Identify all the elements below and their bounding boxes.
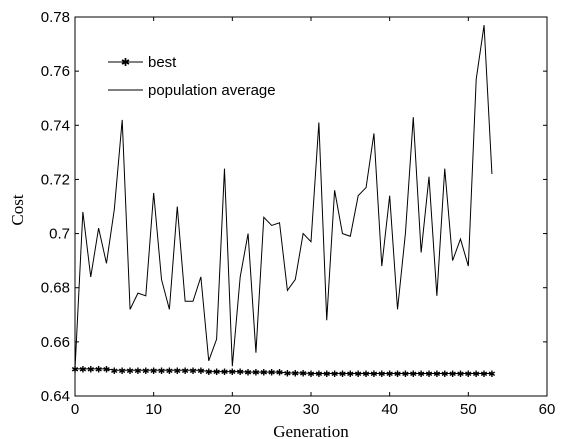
series-point-best: ✱ xyxy=(347,370,355,380)
series-point-best: ✱ xyxy=(409,370,417,380)
series-point-best: ✱ xyxy=(307,370,315,380)
series-point-best: ✱ xyxy=(189,367,197,377)
legend-label-best: best xyxy=(148,54,177,71)
series-point-best: ✱ xyxy=(315,370,323,380)
y-axis-title: Cost xyxy=(8,194,27,225)
series-point-best: ✱ xyxy=(126,367,134,377)
series-point-best: ✱ xyxy=(449,370,457,380)
x-tick-label: 60 xyxy=(539,401,556,418)
series-point-best: ✱ xyxy=(166,367,174,377)
series-point-best: ✱ xyxy=(173,367,181,377)
series-point-best: ✱ xyxy=(111,367,119,377)
legend: ✱ best population average xyxy=(108,54,276,99)
x-tick-label: 20 xyxy=(224,401,241,418)
series-point-best: ✱ xyxy=(79,365,87,375)
series-point-best: ✱ xyxy=(205,368,213,378)
series-point-best: ✱ xyxy=(252,369,260,379)
series-point-best: ✱ xyxy=(394,370,402,380)
y-tick-label: 0.74 xyxy=(41,117,70,134)
x-axis-title: Generation xyxy=(273,422,349,439)
series-point-best: ✱ xyxy=(118,367,126,377)
series-point-best: ✱ xyxy=(181,367,189,377)
plot-marks: ✱ ✱ ✱ ✱ ✱ ✱ ✱ ✱ ✱ ✱ ✱ ✱ ✱ ✱ ✱ ✱ ✱ ✱ ✱ ✱ ✱ ✱ ✱ ✱ ✱ ✱ ✱ ✱ ✱ ✱ ✱ ✱ ✱ ✱ ✱ ✱ ✱ ✱ ✱ ✱… xyxy=(71,25,496,380)
y-tick-label: 0.78 xyxy=(41,9,70,26)
series-point-best: ✱ xyxy=(362,370,370,380)
y-tick-label: 0.72 xyxy=(41,171,70,188)
plot-frame xyxy=(74,16,548,397)
y-tick-label: 0.7 xyxy=(49,226,70,243)
axis-ticks: 0 10 20 30 40 50 60 0.64 0.66 0.68 0.7 0.72 0.74 0.76… xyxy=(41,9,556,418)
series-point-best: ✱ xyxy=(103,365,111,375)
series-point-best: ✱ xyxy=(236,368,244,378)
y-tick-label: 0.68 xyxy=(41,280,70,297)
series-point-best: ✱ xyxy=(465,370,473,380)
series-point-best: ✱ xyxy=(268,369,276,379)
series-point-best: ✱ xyxy=(417,370,425,380)
series-point-best: ✱ xyxy=(142,367,150,377)
series-point-best: ✱ xyxy=(378,370,386,380)
series-point-best: ✱ xyxy=(284,369,292,379)
series-point-best: ✱ xyxy=(480,370,488,380)
series-point-best: ✱ xyxy=(339,370,347,380)
series-point-best: ✱ xyxy=(323,370,331,380)
series-point-best: ✱ xyxy=(87,365,95,375)
legend-label-population-average: population average xyxy=(148,82,276,99)
series-point-best: ✱ xyxy=(158,367,166,377)
series-point-best: ✱ xyxy=(402,370,410,380)
series-point-best: ✱ xyxy=(291,369,299,379)
x-tick-label: 30 xyxy=(303,401,320,418)
series-point-best: ✱ xyxy=(433,370,441,380)
x-tick-label: 50 xyxy=(460,401,477,418)
series-point-best: ✱ xyxy=(488,370,496,380)
y-tick-label: 0.64 xyxy=(41,388,70,405)
series-line-best xyxy=(75,368,492,375)
series-point-best: ✱ xyxy=(229,368,237,378)
series-point-best: ✱ xyxy=(370,370,378,380)
series-point-best: ✱ xyxy=(299,369,307,379)
x-tick-label: 10 xyxy=(145,401,162,418)
series-point-best: ✱ xyxy=(260,369,268,379)
series-point-best: ✱ xyxy=(354,370,362,380)
series-point-best: ✱ xyxy=(425,370,433,380)
series-point-best: ✱ xyxy=(472,370,480,380)
series-line-population-average xyxy=(74,25,493,369)
series-point-best: ✱ xyxy=(244,369,252,379)
legend-marker-best: ✱ xyxy=(121,56,130,69)
series-point-best: ✱ xyxy=(213,368,221,378)
x-tick-label: 0 xyxy=(71,401,79,418)
series-point-best: ✱ xyxy=(276,369,284,379)
series-point-best: ✱ xyxy=(197,367,205,377)
y-tick-label: 0.76 xyxy=(41,63,70,80)
series-point-best: ✱ xyxy=(386,370,394,380)
series-point-best: ✱ xyxy=(331,370,339,380)
series-point-best: ✱ xyxy=(95,365,103,375)
series-point-best: ✱ xyxy=(221,368,229,378)
y-tick-label: 0.66 xyxy=(41,334,70,351)
series-point-best: ✱ xyxy=(150,367,158,377)
series-point-best: ✱ xyxy=(457,370,465,380)
series-point-best: ✱ xyxy=(134,367,142,377)
series-point-best: ✱ xyxy=(441,370,449,380)
x-tick-label: 40 xyxy=(381,401,398,418)
